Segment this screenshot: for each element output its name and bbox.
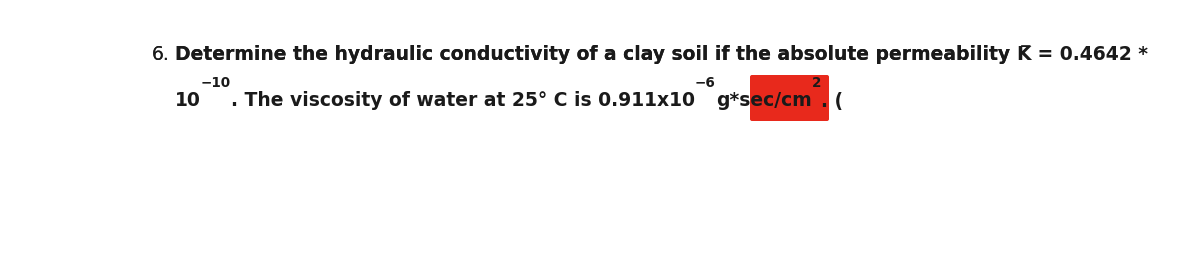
Text: . (: . ( [821, 92, 842, 110]
Text: Determine the hydraulic conductivity of a clay soil if the absolute permeability: Determine the hydraulic conductivity of … [175, 44, 1016, 64]
Text: −10: −10 [200, 76, 230, 90]
Text: 2: 2 [811, 76, 821, 90]
Text: −6: −6 [695, 76, 715, 90]
Text: K̅: K̅ [1016, 44, 1031, 64]
FancyBboxPatch shape [750, 75, 829, 121]
Text: g*sec/cm: g*sec/cm [715, 92, 811, 110]
Text: 6.: 6. [152, 44, 169, 64]
Text: Determine the hydraulic conductivity of a clay soil if the absolute permeability: Determine the hydraulic conductivity of … [175, 44, 1016, 64]
Text: . The viscosity of water at 25° C is 0.911x10: . The viscosity of water at 25° C is 0.9… [230, 92, 695, 110]
Text: 10: 10 [175, 92, 200, 110]
Text: = 0.4642 *: = 0.4642 * [1031, 44, 1148, 64]
Text: 6.: 6. [152, 44, 169, 64]
